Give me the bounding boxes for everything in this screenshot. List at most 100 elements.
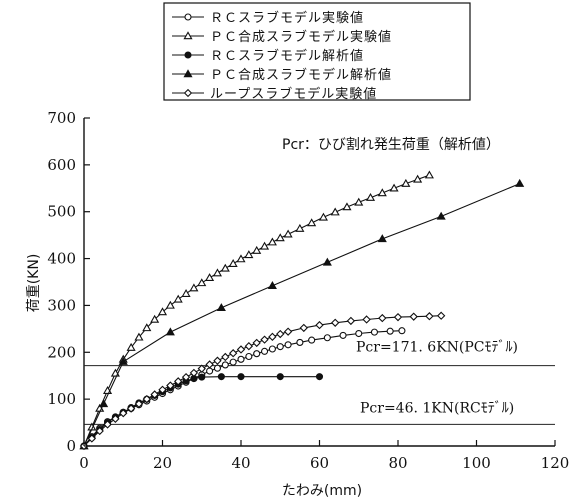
data-point bbox=[253, 350, 261, 358]
data-point bbox=[283, 327, 293, 336]
data-point bbox=[244, 342, 254, 351]
data-point bbox=[237, 355, 245, 363]
data-point bbox=[134, 399, 144, 409]
data-point bbox=[276, 373, 284, 381]
data-point bbox=[252, 245, 262, 254]
data-point bbox=[425, 312, 434, 321]
data-point bbox=[150, 390, 159, 399]
data-point bbox=[158, 385, 167, 394]
data-point bbox=[206, 367, 214, 375]
legend-item: ループスラブモデル実験値 bbox=[172, 86, 377, 102]
data-point bbox=[308, 336, 316, 344]
data-point bbox=[134, 332, 144, 341]
data-point bbox=[221, 361, 229, 369]
legend-label: ＰＣ合成スラブモデル解析値 bbox=[210, 67, 392, 83]
data-point bbox=[111, 414, 120, 424]
x-tick-label: 120 bbox=[541, 454, 570, 472]
data-point bbox=[331, 318, 340, 327]
data-point bbox=[103, 420, 112, 429]
legend-label: ループスラブモデル実験値 bbox=[210, 86, 377, 102]
data-point bbox=[389, 183, 399, 192]
x-tick-label: 60 bbox=[310, 454, 329, 472]
y-tick-label: 200 bbox=[47, 343, 76, 361]
legend-swatch-marker bbox=[183, 69, 193, 78]
legend-item: ＲＣスラブモデル解析値 bbox=[172, 48, 364, 64]
data-point bbox=[260, 347, 269, 355]
data-point bbox=[362, 315, 371, 324]
x-tick-label: 40 bbox=[231, 454, 250, 472]
data-point bbox=[174, 377, 183, 386]
data-point bbox=[198, 373, 206, 381]
data-point bbox=[216, 303, 226, 312]
data-point bbox=[370, 328, 379, 336]
data-point bbox=[260, 241, 270, 250]
data-point bbox=[260, 335, 269, 344]
data-point bbox=[323, 334, 331, 342]
data-point bbox=[126, 404, 136, 413]
data-point bbox=[330, 207, 340, 216]
data-point bbox=[284, 341, 292, 349]
data-point bbox=[393, 312, 403, 322]
data-point bbox=[307, 218, 317, 227]
legend-swatch-marker bbox=[183, 31, 193, 40]
y-tick-label: 700 bbox=[47, 109, 76, 127]
data-point bbox=[268, 345, 276, 353]
legend-box bbox=[163, 2, 471, 101]
data-point bbox=[365, 192, 376, 201]
x-tick-label: 80 bbox=[388, 454, 407, 472]
data-point bbox=[354, 197, 364, 206]
pcr-reference-label: Pcr=46. 1KN(RCﾓﾃﾞﾙ) bbox=[360, 400, 514, 416]
data-point bbox=[515, 178, 525, 187]
series-line bbox=[83, 183, 520, 447]
data-point bbox=[436, 211, 446, 220]
legend-label: ＲＣスラブモデル実験値 bbox=[210, 10, 364, 26]
data-point bbox=[236, 254, 246, 263]
legend-label: ＲＣスラブモデル解析値 bbox=[210, 48, 364, 64]
data-point bbox=[276, 329, 285, 339]
axis-ticks: 0 20 40 60 80 100 120 0 100 200 300 400 500 600 700 bbox=[47, 109, 569, 472]
data-point bbox=[165, 300, 175, 309]
series-group bbox=[79, 178, 525, 450]
data-point bbox=[142, 394, 151, 404]
data-point bbox=[346, 316, 356, 326]
data-point bbox=[165, 327, 175, 336]
data-point bbox=[296, 338, 304, 346]
data-point bbox=[413, 174, 423, 183]
y-tick-label: 500 bbox=[47, 203, 76, 221]
pcr-reference-label: Pcr=171. 6KN(PCﾓﾃﾞﾙ) bbox=[356, 340, 518, 356]
x-axis-title: たわみ(mm) bbox=[282, 483, 362, 499]
legend-label: ＰＣ合成スラブモデル実験値 bbox=[210, 29, 392, 45]
y-tick-label: 100 bbox=[47, 390, 76, 408]
data-point bbox=[212, 268, 222, 277]
data-point bbox=[220, 263, 230, 272]
data-point bbox=[87, 434, 97, 443]
data-point bbox=[377, 188, 387, 197]
data-point bbox=[166, 381, 175, 390]
data-point bbox=[229, 358, 237, 366]
data-point bbox=[173, 294, 183, 303]
data-point bbox=[378, 313, 387, 323]
data-point bbox=[299, 323, 308, 333]
y-axis-title: 荷重(KN) bbox=[26, 254, 42, 313]
data-point bbox=[189, 368, 199, 378]
legend-swatch-marker bbox=[183, 88, 193, 98]
data-point bbox=[244, 250, 254, 259]
legend-item: ＲＣスラブモデル実験値 bbox=[172, 10, 364, 26]
y-tick-label: 300 bbox=[47, 296, 76, 314]
data-point bbox=[181, 289, 191, 297]
data-point bbox=[252, 338, 261, 348]
data-point bbox=[268, 332, 277, 342]
data-point bbox=[245, 352, 253, 361]
x-tick-label: 100 bbox=[462, 454, 491, 472]
data-point bbox=[322, 257, 332, 266]
data-point bbox=[377, 234, 387, 243]
series-group bbox=[79, 311, 446, 451]
data-point bbox=[213, 356, 222, 365]
data-point bbox=[197, 278, 207, 287]
data-point bbox=[276, 343, 284, 351]
data-point bbox=[339, 331, 347, 339]
data-point bbox=[189, 283, 199, 292]
legend: ＲＣスラブモデル実験値 ＰＣ合成スラブモデル実験値 ＲＣスラブモデル解析値 ＰＣ合成ス… bbox=[163, 2, 471, 102]
data-point bbox=[118, 356, 128, 365]
x-tick-label: 20 bbox=[153, 454, 172, 472]
